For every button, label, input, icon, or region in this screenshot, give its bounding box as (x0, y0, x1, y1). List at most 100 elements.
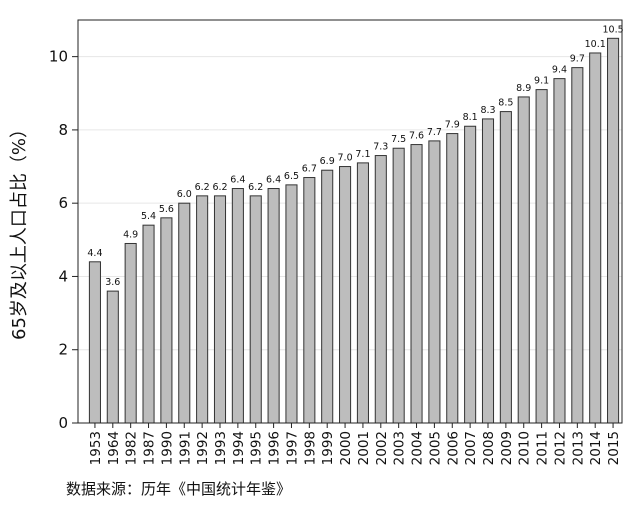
value-label: 10.1 (585, 39, 606, 50)
x-tick-label: 1964 (106, 431, 122, 465)
value-label: 7.6 (409, 131, 424, 142)
x-tick-label: 2002 (374, 431, 390, 465)
bar-1993 (213, 195, 227, 424)
value-label: 7.7 (427, 127, 442, 138)
bar-1996 (267, 188, 280, 424)
y-axis: 0 2 4 6 8 10 (49, 48, 78, 432)
y-tick-label: 2 (58, 341, 68, 359)
value-label: 6.4 (266, 175, 281, 186)
x-tick-label: 1982 (124, 431, 140, 465)
bar-2005 (428, 140, 441, 424)
value-label: 8.1 (463, 112, 478, 123)
bar-2003 (392, 147, 405, 424)
y-tick-label: 4 (58, 267, 68, 285)
bar-2002 (374, 155, 387, 424)
value-label: 3.6 (105, 277, 120, 288)
x-tick-label: 1991 (177, 431, 193, 465)
y-tick-label: 10 (49, 48, 68, 66)
x-tick-label: 1995 (249, 431, 265, 465)
bar-2008 (481, 118, 495, 424)
bar-1990 (160, 217, 173, 424)
value-label: 4.9 (123, 229, 138, 240)
bar-1997 (285, 184, 298, 424)
x-tick-label: 1990 (159, 431, 175, 465)
value-label: 9.4 (552, 65, 567, 76)
x-tick-label: 2012 (552, 431, 568, 465)
value-label: 7.0 (338, 153, 353, 164)
x-tick-label: 1987 (142, 431, 158, 465)
bar-2007 (464, 125, 477, 424)
value-label: 9.1 (534, 76, 549, 87)
x-tick-label: 2000 (338, 431, 354, 465)
value-label: 5.4 (141, 211, 156, 222)
x-tick-label: 2013 (570, 431, 586, 465)
bar-2009 (499, 111, 512, 424)
value-label: 5.6 (159, 204, 174, 215)
bar-2000 (339, 166, 352, 424)
value-label: 10.5 (602, 24, 623, 35)
bar-1987 (142, 224, 155, 424)
value-label: 6.7 (302, 164, 317, 175)
value-label: 6.5 (284, 171, 299, 182)
y-axis-title-wrap: 65岁及以上人口占比（%） (4, 110, 32, 350)
x-tick-label: 1998 (302, 431, 318, 465)
value-label: 6.0 (177, 189, 192, 200)
x-tick-label: 2007 (463, 431, 479, 465)
value-label: 8.9 (516, 83, 531, 94)
x-tick-label: 2014 (588, 431, 604, 465)
value-label: 6.4 (230, 175, 245, 186)
x-tick-label: 2009 (499, 431, 515, 465)
bar-1982 (124, 242, 137, 424)
x-tick-label: 2004 (410, 431, 426, 465)
value-label: 7.1 (355, 149, 370, 160)
bar-2015 (607, 37, 620, 424)
value-label: 6.2 (212, 182, 227, 193)
bars (88, 37, 620, 424)
value-label: 6.9 (320, 156, 335, 167)
bar-1992 (196, 195, 209, 424)
value-label: 7.3 (373, 142, 388, 153)
bar-1998 (303, 177, 316, 424)
bar-1994 (231, 188, 244, 424)
x-tick-label: 2001 (356, 431, 372, 465)
value-label: 8.3 (480, 105, 495, 116)
x-tick-label: 1996 (267, 431, 283, 465)
bar-2012 (553, 78, 566, 424)
value-label: 7.9 (445, 120, 460, 131)
value-label: 9.7 (570, 54, 585, 65)
value-labels: 4.43.64.95.45.66.06.2 6.26.46.26.4 6.56.76… (87, 24, 623, 288)
bar-1991 (178, 202, 191, 424)
source-note: 数据来源：历年《中国统计年鉴》 (66, 480, 292, 498)
value-label: 4.4 (87, 248, 102, 259)
bar-1999 (321, 169, 334, 424)
y-tick-label: 6 (58, 194, 68, 212)
value-label: 6.2 (195, 182, 210, 193)
x-tick-label: 1999 (320, 431, 336, 465)
x-tick-label: 2011 (535, 431, 551, 465)
bar-2013 (571, 67, 584, 424)
value-label: 7.5 (391, 134, 406, 145)
x-tick-label: 2010 (517, 431, 533, 465)
bar-2011 (535, 89, 548, 424)
bar-2004 (410, 144, 423, 424)
x-tick-label: 1953 (88, 431, 104, 465)
y-tick-label: 0 (58, 414, 68, 432)
x-tick-label: 1992 (195, 431, 211, 465)
y-tick-label: 8 (58, 121, 68, 139)
x-tick-label: 2005 (427, 431, 443, 465)
bar-2006 (446, 133, 459, 424)
x-axis: 1953 1964 1982 1987 1990 1991 1992 1993 1994 1995… (88, 423, 622, 465)
x-tick-label: 1993 (213, 431, 229, 465)
bar-1964 (106, 290, 119, 424)
bar-2010 (517, 96, 530, 424)
x-tick-label: 2006 (445, 431, 461, 465)
x-tick-label: 1997 (284, 431, 300, 465)
x-tick-label: 1994 (231, 431, 247, 465)
bar-1953 (88, 261, 101, 424)
plot-frame (77, 19, 623, 424)
bar-1995 (249, 195, 262, 424)
value-label: 6.2 (248, 182, 263, 193)
x-tick-label: 2003 (392, 431, 408, 465)
value-label: 8.5 (498, 98, 513, 109)
